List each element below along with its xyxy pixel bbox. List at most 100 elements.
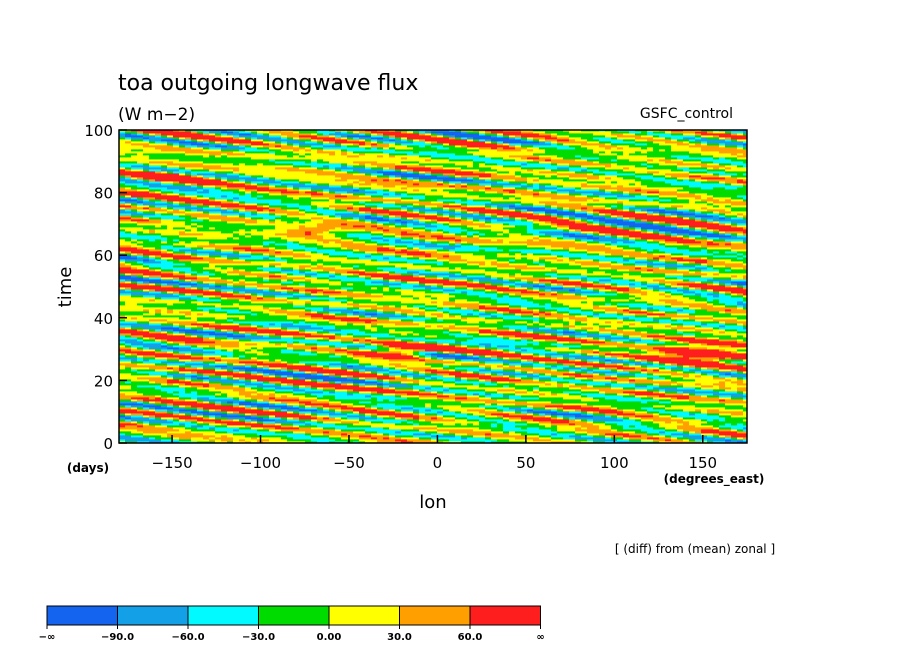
heatmap-cell <box>419 361 426 364</box>
heatmap-cell <box>539 361 546 364</box>
heatmap-cell <box>731 417 738 420</box>
heatmap-cell <box>401 367 408 370</box>
heatmap-cell <box>617 417 624 420</box>
heatmap-cell <box>611 355 618 358</box>
heatmap-cell <box>185 351 192 354</box>
heatmap-cell <box>365 423 372 426</box>
heatmap-cell <box>131 403 138 406</box>
heatmap-cell <box>209 357 216 360</box>
heatmap-cell <box>701 393 708 396</box>
heatmap-cell <box>335 399 342 402</box>
heatmap-cell <box>233 389 240 392</box>
heatmap-cell <box>281 437 288 440</box>
heatmap-cell <box>401 417 408 420</box>
heatmap-cell <box>377 361 384 364</box>
heatmap-cell <box>167 397 174 400</box>
heatmap-cell <box>233 367 240 370</box>
heatmap-cell <box>611 417 618 420</box>
heatmap-cell <box>143 355 150 358</box>
heatmap-cell <box>143 371 150 374</box>
heatmap-cell <box>599 405 606 408</box>
heatmap-cell <box>173 429 180 432</box>
heatmap-cell <box>485 389 492 392</box>
heatmap-cell <box>527 439 534 442</box>
heatmap-cell <box>509 399 516 402</box>
heatmap-cell <box>641 435 648 438</box>
heatmap-cell <box>665 431 672 434</box>
heatmap-cell <box>365 347 372 350</box>
heatmap-cell <box>539 423 546 426</box>
heatmap-cell <box>593 411 600 414</box>
heatmap-cell <box>479 413 486 416</box>
heatmap-cell <box>305 405 312 408</box>
heatmap-cell <box>665 383 672 386</box>
heatmap-cell <box>245 427 252 430</box>
heatmap-cell <box>521 379 528 382</box>
heatmap-cell <box>533 401 540 404</box>
heatmap-cell <box>425 349 432 352</box>
heatmap-cell <box>341 417 348 420</box>
heatmap-cell <box>401 413 408 416</box>
heatmap-cell <box>185 349 192 352</box>
heatmap-cell <box>683 413 690 416</box>
heatmap-cell <box>563 403 570 406</box>
heatmap-cell <box>431 405 438 408</box>
heatmap-cell <box>125 401 132 404</box>
heatmap-cell <box>299 411 306 414</box>
heatmap-cell <box>569 435 576 438</box>
heatmap-cell <box>233 415 240 418</box>
heatmap-cell <box>629 373 636 376</box>
heatmap-cell <box>695 433 702 436</box>
heatmap-cell <box>563 427 570 430</box>
heatmap-cell <box>575 353 582 356</box>
heatmap-cell <box>377 387 384 390</box>
heatmap-cell <box>521 415 528 418</box>
heatmap-cell <box>563 431 570 434</box>
heatmap-cell <box>335 359 342 362</box>
heatmap-cell <box>611 393 618 396</box>
heatmap-cell <box>119 423 126 426</box>
heatmap-cell <box>467 375 474 378</box>
heatmap-cell <box>317 405 324 408</box>
heatmap-cell <box>359 427 366 430</box>
heatmap-cell <box>269 369 276 372</box>
heatmap-cell <box>419 439 426 442</box>
heatmap-cell <box>227 407 234 410</box>
heatmap-cell <box>323 403 330 406</box>
heatmap-cell <box>341 395 348 398</box>
heatmap-cell <box>251 375 258 378</box>
heatmap-cell <box>407 419 414 422</box>
heatmap-cell <box>545 413 552 416</box>
heatmap-cell <box>485 417 492 420</box>
heatmap-cell <box>395 425 402 428</box>
heatmap-cell <box>209 351 216 354</box>
heatmap-cell <box>419 399 426 402</box>
heatmap-cell <box>647 383 654 386</box>
heatmap-cell <box>659 373 666 376</box>
heatmap-cell <box>725 399 732 402</box>
heatmap-cell <box>287 439 294 442</box>
heatmap-cell <box>497 411 504 414</box>
heatmap-cell <box>425 423 432 426</box>
heatmap-cell <box>197 409 204 412</box>
heatmap-cell <box>359 363 366 366</box>
heatmap-cell <box>281 387 288 390</box>
heatmap-cell <box>497 435 504 438</box>
heatmap-cell <box>533 407 540 410</box>
heatmap-cell <box>179 369 186 372</box>
heatmap-cell <box>293 399 300 402</box>
heatmap-cell <box>275 409 282 412</box>
heatmap-cell <box>389 391 396 394</box>
heatmap-cell <box>569 393 576 396</box>
heatmap-cell <box>719 427 726 430</box>
heatmap-cell <box>629 359 636 362</box>
heatmap-cell <box>281 417 288 420</box>
heatmap-cell <box>467 385 474 388</box>
heatmap-cell <box>323 385 330 388</box>
heatmap-cell <box>209 373 216 376</box>
heatmap-cell <box>371 351 378 354</box>
heatmap-cell <box>647 369 654 372</box>
heatmap-cell <box>371 401 378 404</box>
heatmap-cell <box>569 439 576 442</box>
heatmap-cell <box>725 365 732 368</box>
